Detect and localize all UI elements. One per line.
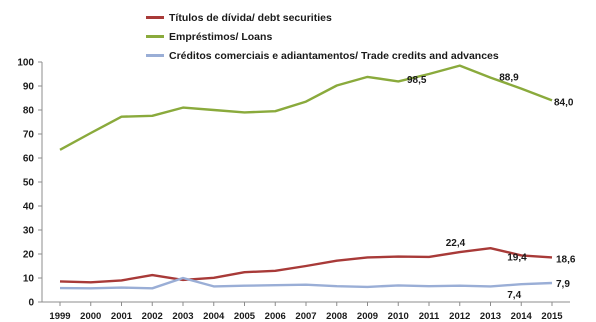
x-tick-label-2001: 2001: [111, 311, 133, 322]
y-tick-label-0: 0: [28, 298, 34, 309]
data-label-trade-credits-2014: 7,4: [507, 290, 521, 301]
legend-swatch-loans: [146, 35, 164, 38]
x-tick-label-2000: 2000: [80, 311, 101, 322]
x-tick-label-2004: 2004: [203, 311, 225, 322]
data-label-trade-credits-2015: 7,9: [556, 279, 570, 290]
series-line-trade-credits: [59, 276, 553, 290]
legend-item-loans: Empréstimos/ Loans: [146, 27, 499, 46]
x-tick-label-2007: 2007: [295, 311, 316, 322]
y-tick-label-90: 90: [23, 82, 35, 93]
data-label-debt-securities-2012: 22,4: [446, 238, 466, 249]
y-tick-label-10: 10: [23, 274, 35, 285]
y-tick-label-50: 50: [23, 178, 35, 189]
y-tick-label-100: 100: [17, 58, 34, 69]
legend-item-trade-credits: Créditos comerciais e adiantamentos/ Tra…: [146, 46, 499, 65]
series-line-loans: [59, 64, 553, 151]
legend-swatch-debt-securities: [146, 16, 164, 19]
series-line-debt-securities: [59, 246, 553, 284]
data-label-loans-2011: 98,5: [407, 75, 427, 86]
x-tick-label-2013: 2013: [480, 311, 501, 322]
x-tick-label-2012: 2012: [449, 311, 470, 322]
y-tick-label-30: 30: [23, 226, 35, 237]
y-tick-label-60: 60: [23, 154, 35, 165]
legend-label-loans: Empréstimos/ Loans: [169, 30, 273, 43]
chart-legend: Títulos de dívida/ debt securities Empré…: [146, 8, 499, 65]
x-tick-label-2009: 2009: [357, 311, 378, 322]
x-tick-label-2011: 2011: [419, 311, 440, 322]
legend-item-debt-securities: Títulos de dívida/ debt securities: [146, 8, 499, 27]
x-tick-label-2008: 2008: [326, 311, 347, 322]
x-tick-label-2002: 2002: [142, 311, 163, 322]
data-label-loans-2015: 84,0: [554, 97, 574, 108]
legend-label-debt-securities: Títulos de dívida/ debt securities: [169, 11, 332, 24]
legend-label-trade-credits: Créditos comerciais e adiantamentos/ Tra…: [169, 49, 499, 62]
y-tick-label-70: 70: [23, 130, 35, 141]
x-tick-label-2014: 2014: [511, 311, 533, 322]
x-tick-label-2006: 2006: [265, 311, 286, 322]
y-tick-label-20: 20: [23, 250, 35, 261]
data-label-loans-2014: 88,9: [499, 73, 519, 84]
data-label-debt-securities-2015: 18,6: [556, 254, 576, 265]
x-tick-label-1999: 1999: [49, 311, 70, 322]
legend-swatch-trade-credits: [146, 54, 164, 57]
x-tick-label-2005: 2005: [234, 311, 256, 322]
y-tick-label-80: 80: [23, 106, 35, 117]
x-tick-label-2010: 2010: [388, 311, 409, 322]
x-tick-label-2003: 2003: [172, 311, 193, 322]
y-tick-label-40: 40: [23, 202, 35, 213]
x-tick-label-2015: 2015: [541, 311, 563, 322]
data-label-debt-securities-2014: 19,4: [507, 252, 527, 263]
